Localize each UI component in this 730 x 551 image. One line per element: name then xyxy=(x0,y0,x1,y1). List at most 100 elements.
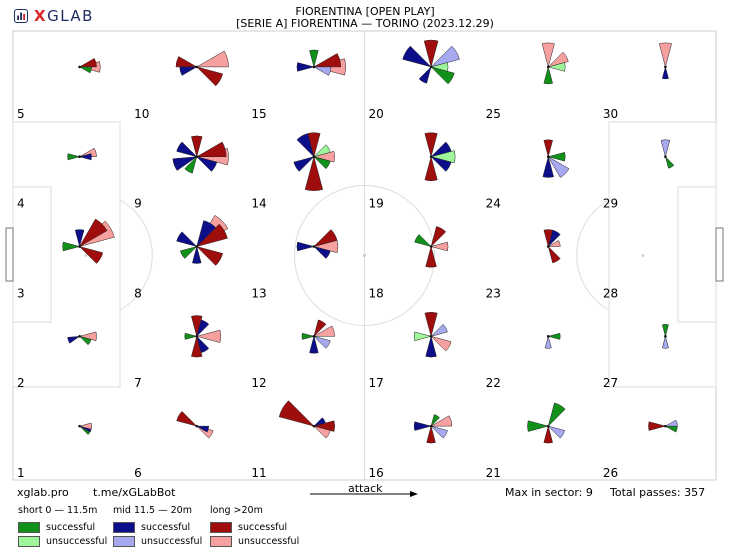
zone-rose-6 xyxy=(176,411,214,439)
penalty-arc-right xyxy=(576,199,610,311)
zone-18-wedge-2 xyxy=(430,241,449,252)
zone-1-center xyxy=(78,424,81,428)
zone-8-wedge-3 xyxy=(195,246,223,266)
zone-3-center xyxy=(78,245,81,248)
total-passes: Total passes: 357 xyxy=(610,486,706,499)
zone-rose-10 xyxy=(175,50,229,87)
zone-9-wedge-1 xyxy=(195,141,227,157)
zone-14-wedge-0 xyxy=(304,155,324,191)
zone-rose-15 xyxy=(296,49,346,76)
zone-12-center xyxy=(312,335,316,338)
legend-mid-unsuccessful-label: unsuccessful xyxy=(141,535,203,547)
brand-logo: XGLAB xyxy=(14,7,94,25)
zone-rose-27 xyxy=(662,324,669,349)
zone-9-wedge-2 xyxy=(172,156,198,171)
zone-label-26: 26 xyxy=(603,466,618,480)
zone-7-wedge-5 xyxy=(184,332,198,340)
zone-label-21: 21 xyxy=(486,466,501,480)
zone-25-center xyxy=(546,65,550,69)
zone-19-wedge-2 xyxy=(430,150,456,164)
zone-13-wedge-2 xyxy=(296,241,315,252)
zone-14-wedge-4 xyxy=(293,156,315,172)
zone-29-wedge-0 xyxy=(660,139,671,158)
attack-arrow-head xyxy=(410,491,418,497)
zone-27-center xyxy=(664,335,667,338)
zone-27-wedge-1 xyxy=(662,324,669,338)
zone-17-wedge-3 xyxy=(413,331,433,342)
zone-rose-25 xyxy=(541,42,569,85)
zone-19-center xyxy=(429,155,433,159)
zone-10-center xyxy=(195,65,199,69)
zone-21-wedge-1 xyxy=(527,420,550,432)
zone-17-wedge-1 xyxy=(430,335,452,352)
zone-9-wedge-4 xyxy=(176,141,198,158)
zone-12-wedge-2 xyxy=(313,335,331,349)
penalty-spot-right xyxy=(641,254,645,257)
penalty-area-left xyxy=(12,121,121,388)
legend-long-successful-label: successful xyxy=(238,521,288,533)
zone-20-wedge-0 xyxy=(402,45,432,68)
zone-7-wedge-4 xyxy=(196,335,210,354)
zone-12-wedge-3 xyxy=(309,335,319,354)
zone-rose-8 xyxy=(176,214,229,266)
zone-11-wedge-1 xyxy=(312,420,335,432)
zone-26-wedge-2 xyxy=(664,419,678,427)
zone-rose-11 xyxy=(278,400,335,439)
legend-long-unsuccessful-swatch xyxy=(210,535,232,547)
zone-3-wedge-3 xyxy=(62,241,81,252)
zone-rose-9 xyxy=(172,135,229,174)
zone-22-center xyxy=(546,335,550,338)
zone-20-wedge-3 xyxy=(430,66,455,85)
zone-23-center xyxy=(546,245,550,248)
zone-16-wedge-4 xyxy=(430,414,440,427)
zone-rose-3 xyxy=(62,218,115,264)
max-in-sector: Max in sector: 9 xyxy=(505,486,593,499)
zone-29-center xyxy=(664,155,667,159)
zone-16-wedge-3 xyxy=(426,425,436,444)
legend-short-unsuccessful-swatch xyxy=(18,535,40,547)
zone-14-wedge-5 xyxy=(313,144,331,158)
zone-6-wedge-1 xyxy=(195,425,214,439)
zone-20-wedge-1 xyxy=(430,45,460,68)
brand-name-rest: GLAB xyxy=(47,7,94,25)
zone-16-wedge-1 xyxy=(413,421,433,431)
zone-label-12: 12 xyxy=(251,376,266,390)
footer-site: xglab.pro xyxy=(17,486,69,499)
legend-short-successful-swatch xyxy=(18,521,40,533)
zone-2-wedge-2 xyxy=(67,335,81,344)
zone-6-wedge-0 xyxy=(176,411,198,427)
zone-label-24: 24 xyxy=(486,197,501,211)
zone-9-center xyxy=(195,155,199,159)
legend-short-successful-label: successful xyxy=(46,521,96,533)
chart-title: FIORENTINA [OPEN PLAY] xyxy=(295,5,435,18)
zone-label-18: 18 xyxy=(369,286,384,300)
zone-rose-1 xyxy=(78,422,92,435)
legend-long-title: long >20m xyxy=(210,505,263,516)
zone-5-wedge-1 xyxy=(78,58,97,68)
zone-15-wedge-3 xyxy=(309,49,319,68)
zone-8-wedge-2 xyxy=(196,220,217,248)
zone-13-wedge-3 xyxy=(313,246,331,259)
zone-10-wedge-0 xyxy=(195,50,229,68)
zone-15-wedge-1 xyxy=(312,53,342,68)
zone-11-wedge-3 xyxy=(313,417,326,427)
zone-3-wedge-2 xyxy=(78,246,104,264)
zone-4-wedge-1 xyxy=(78,153,92,161)
zone-label-9: 9 xyxy=(134,197,142,211)
zone-label-28: 28 xyxy=(603,286,618,300)
zone-label-14: 14 xyxy=(251,197,266,211)
zone-30-wedge-1 xyxy=(662,65,669,80)
zone-7-wedge-1 xyxy=(191,315,203,338)
zone-8-center xyxy=(195,245,199,248)
zone-8-wedge-4 xyxy=(176,231,198,248)
zone-rose-26 xyxy=(648,419,678,433)
zone-rose-18 xyxy=(414,226,449,268)
zone-label-22: 22 xyxy=(486,376,501,390)
goal-right xyxy=(715,227,724,282)
zone-label-29: 29 xyxy=(603,197,618,211)
zone-20-wedge-2 xyxy=(423,39,439,68)
zone-rose-20 xyxy=(402,39,460,85)
zone-30-center xyxy=(664,65,667,69)
zone-8-wedge-1 xyxy=(195,223,228,248)
legend-short: short 0 — 11.5m successful unsuccessful xyxy=(18,505,107,548)
